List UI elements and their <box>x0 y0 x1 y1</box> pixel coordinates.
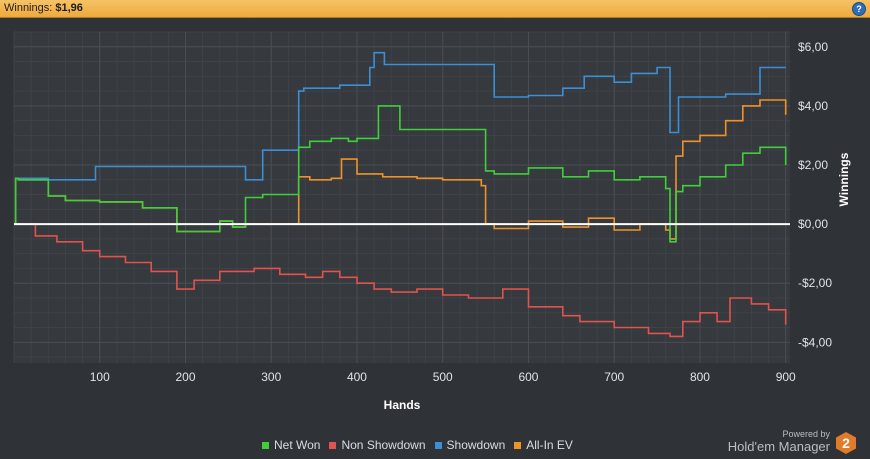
x-tick-label: 500 <box>433 370 453 384</box>
legend-swatch <box>514 441 522 449</box>
winnings-label: Winnings: <box>4 2 53 14</box>
branding: Powered by Hold'em Manager <box>728 429 830 454</box>
legend-label: Non Showdown <box>341 438 426 452</box>
legend-swatch <box>329 441 337 449</box>
legend-item[interactable]: Net Won <box>262 438 320 452</box>
x-tick-label: 200 <box>175 370 195 384</box>
legend-item[interactable]: Non Showdown <box>329 438 426 452</box>
x-tick-label: 300 <box>261 370 281 384</box>
series-line-net-won <box>14 105 787 243</box>
plot-area <box>14 32 790 363</box>
x-tick-label: 100 <box>90 370 110 384</box>
y-tick-label: -$2,00 <box>798 276 832 290</box>
winnings-value: $1,96 <box>55 2 83 14</box>
x-tick-label: 900 <box>776 370 796 384</box>
legend-label: Showdown <box>446 438 506 452</box>
y-tick-label: $2,00 <box>798 158 828 172</box>
legend-swatch <box>434 441 442 449</box>
chart-legend: Net Won Non Showdown Showdown All-In EV <box>262 438 582 452</box>
legend-swatch <box>262 441 269 449</box>
y-tick-label: $6,00 <box>798 40 828 54</box>
hm2-logo-icon: 2 <box>836 432 856 454</box>
legend-label: Net Won <box>274 438 321 452</box>
x-tick-label: 400 <box>347 370 367 384</box>
x-axis-title: Hands <box>384 398 421 412</box>
winnings-chart: 100 200 300 400 500 600 700 800 900 $6,00 $4,00 $2,… <box>13 31 851 412</box>
help-icon[interactable]: ? <box>852 2 866 16</box>
legend-item[interactable]: Showdown <box>434 438 506 452</box>
series-line-showdown <box>14 51 786 225</box>
x-tick-label: 600 <box>518 370 538 384</box>
y-tick-label: $4,00 <box>798 99 828 113</box>
x-tick-label: 800 <box>690 370 710 384</box>
x-tick-label: 700 <box>604 370 624 384</box>
logo-number: 2 <box>842 435 850 451</box>
winnings-summary: Winnings: $1,96 <box>4 2 83 14</box>
powered-by-text: Powered by <box>782 429 830 439</box>
brand-name: Hold'em Manager <box>727 439 830 454</box>
y-tick-label: $0,00 <box>798 217 828 231</box>
legend-item[interactable]: All-In EV <box>514 438 573 452</box>
y-axis-title: Winnings <box>837 152 851 206</box>
series-line-non-showdown <box>14 223 787 338</box>
legend-label: All-In EV <box>526 438 573 452</box>
title-bar: Winnings: $1,96 ? <box>0 0 870 18</box>
y-tick-label: -$4,00 <box>798 335 832 349</box>
